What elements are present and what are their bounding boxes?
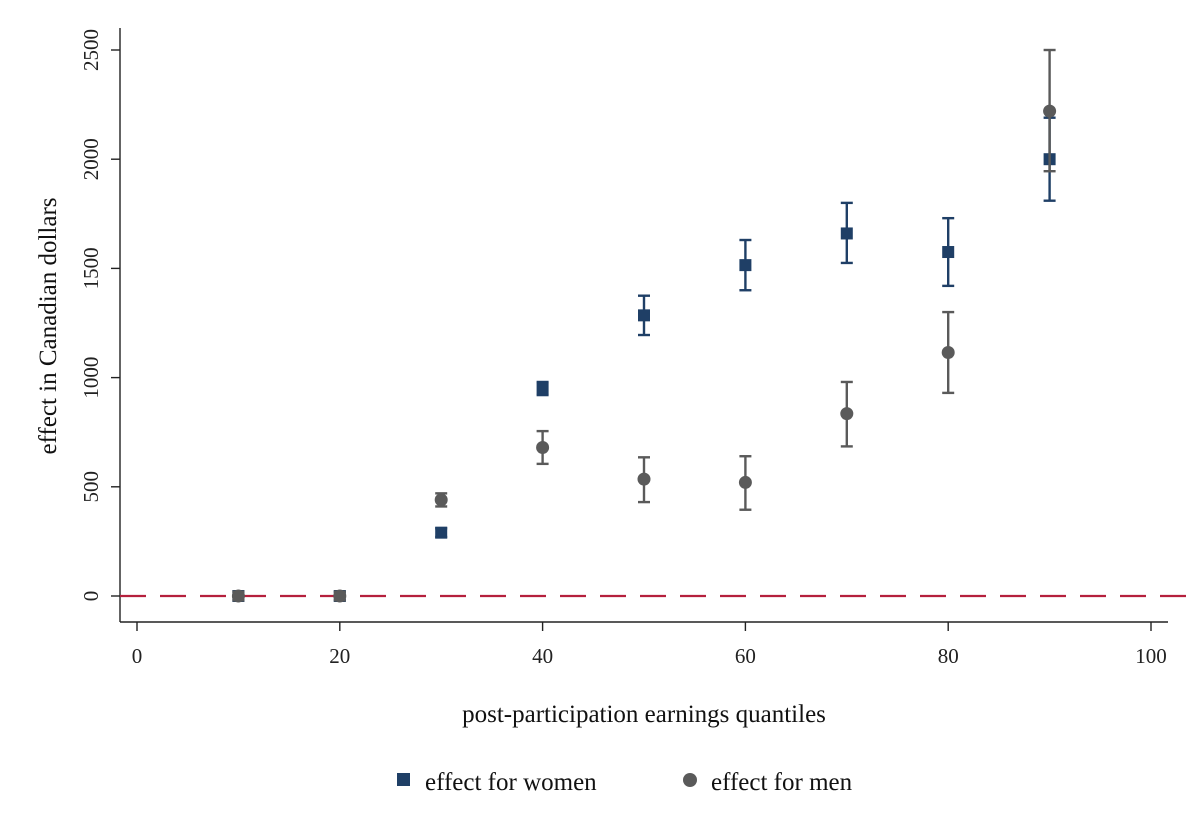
x-axis-title: post-participation earnings quantiles xyxy=(462,701,826,728)
y-tick-label: 500 xyxy=(79,471,103,503)
y-axis-ticks: 0 500 1000 1500 2000 2500 xyxy=(79,29,120,601)
data-point-women xyxy=(536,382,549,395)
x-axis-ticks: 0 20 40 60 80 100 xyxy=(132,622,1167,668)
y-tick-label: 1500 xyxy=(79,247,103,289)
series-women xyxy=(232,116,1056,602)
plot-area xyxy=(119,28,1186,623)
data-point-women xyxy=(942,246,955,259)
data-point-women xyxy=(840,227,853,240)
y-tick-label: 2000 xyxy=(79,138,103,180)
x-tick-label: 0 xyxy=(132,644,143,668)
legend-label-men: effect for men xyxy=(711,769,853,796)
data-point-women xyxy=(739,259,752,272)
data-point-men xyxy=(333,589,347,603)
data-point-men xyxy=(434,493,448,507)
data-point-women xyxy=(638,309,650,322)
data-point-men xyxy=(738,475,752,489)
data-point-women xyxy=(435,526,448,539)
data-point-men xyxy=(231,589,245,603)
legend-marker-men xyxy=(683,773,697,787)
x-tick-label: 20 xyxy=(329,644,350,668)
x-tick-label: 40 xyxy=(532,644,553,668)
data-marks xyxy=(231,48,1057,603)
data-point-men xyxy=(1043,104,1057,118)
series-men xyxy=(231,48,1057,603)
legend-label-women: effect for women xyxy=(425,769,597,796)
legend: effect for women effect for men xyxy=(397,769,853,796)
x-tick-label: 60 xyxy=(735,644,756,668)
y-axis-title: effect in Canadian dollars xyxy=(35,197,62,454)
data-point-men xyxy=(941,345,955,359)
y-tick-label: 1000 xyxy=(79,357,103,399)
y-tick-label: 2500 xyxy=(79,29,103,71)
x-tick-label: 100 xyxy=(1135,644,1167,668)
legend-marker-women xyxy=(397,773,410,786)
data-point-men xyxy=(840,407,854,421)
data-point-men xyxy=(536,440,550,454)
data-point-men xyxy=(637,472,651,486)
y-tick-label: 0 xyxy=(79,591,103,602)
x-tick-label: 80 xyxy=(938,644,959,668)
